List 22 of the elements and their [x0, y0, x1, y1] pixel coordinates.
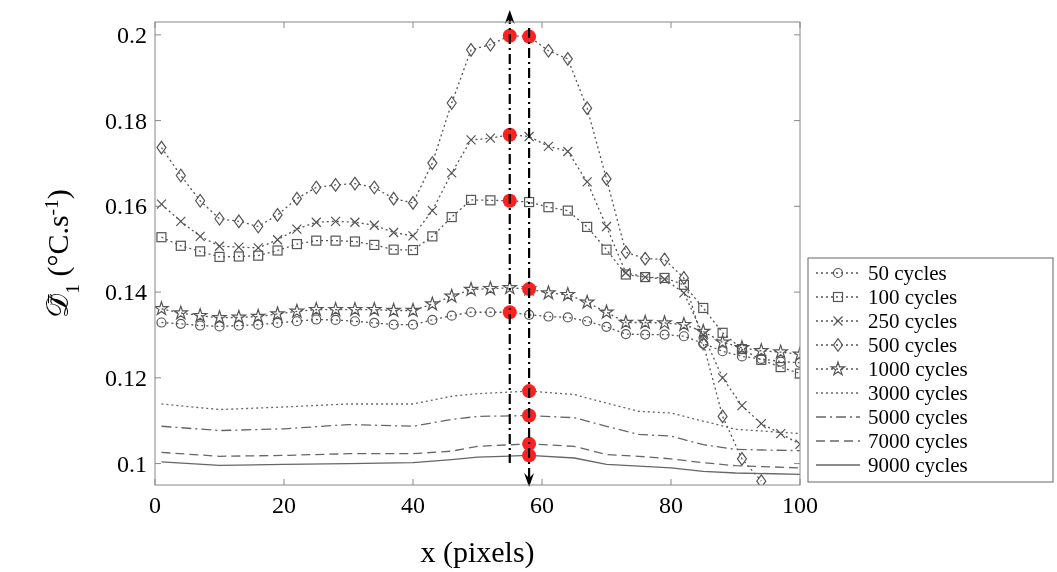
y-tick-label: 0.2: [117, 21, 147, 48]
x-tick-label: 20: [272, 492, 296, 518]
legend-label: 7000 cycles: [868, 429, 968, 453]
legend-label: 5000 cycles: [868, 405, 968, 429]
y-tick-label: 0.18: [105, 107, 147, 134]
y-tick-label: 0.1: [117, 450, 147, 477]
legend-label: 100 cycles: [868, 285, 958, 309]
legend-label: 1000 cycles: [868, 357, 968, 381]
x-axis-title: x (pixels): [420, 535, 535, 569]
legend-label: 50 cycles: [868, 261, 947, 285]
x-tick-label: 60: [530, 492, 554, 518]
legend-label: 9000 cycles: [868, 453, 968, 477]
legend-label: 500 cycles: [868, 333, 958, 357]
x-tick-label: 80: [659, 492, 683, 518]
x-tick-label: 0: [149, 492, 161, 518]
y-tick-label: 0.12: [105, 364, 147, 391]
x-tick-label: 100: [782, 492, 818, 518]
y-tick-label: 0.16: [105, 193, 147, 220]
legend-label: 250 cycles: [868, 309, 958, 333]
legend-label: 3000 cycles: [868, 381, 968, 405]
x-tick-label: 40: [401, 492, 425, 518]
y-tick-label: 0.14: [105, 279, 147, 306]
